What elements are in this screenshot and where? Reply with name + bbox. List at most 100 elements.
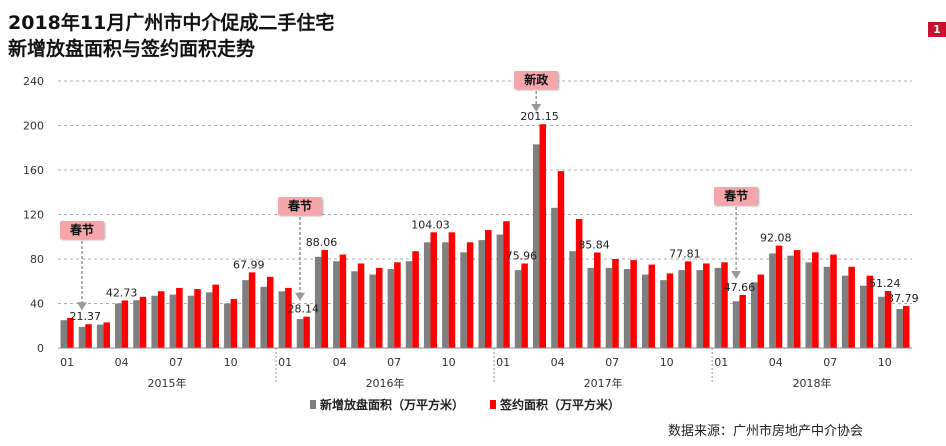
x-tick-label: 01 [60, 356, 74, 369]
data-label: 88.06 [306, 236, 338, 249]
bar-signed [466, 242, 474, 348]
x-tick-label: 10 [224, 356, 238, 369]
bar-signed [157, 291, 165, 348]
bar-signed [230, 299, 238, 348]
legend-label-new-listing: 新增放盘面积（万平方米） [320, 398, 465, 412]
bar-new-listing [405, 261, 413, 348]
legend-swatch-red [490, 400, 497, 409]
bar-new-listing [532, 144, 540, 348]
bar-new-listing [133, 300, 140, 348]
bar-new-listing [496, 234, 504, 348]
callout-arrow-head [76, 302, 87, 311]
callout-label: 新政 [514, 71, 559, 89]
bar-new-listing [96, 324, 104, 348]
data-label: 201.15 [520, 110, 559, 123]
bar-signed [212, 284, 219, 348]
bar-signed [648, 264, 656, 348]
bar-signed [503, 221, 510, 348]
data-label: 104.03 [411, 218, 450, 231]
bar-new-listing [587, 267, 595, 348]
bar-new-listing [151, 295, 158, 348]
bar-new-listing [224, 303, 231, 348]
bar-signed [357, 263, 365, 348]
bar-new-listing [787, 255, 794, 348]
bar-signed [884, 290, 892, 348]
data-label: 42.73 [106, 286, 138, 299]
bar-signed [285, 287, 292, 348]
bar-signed [412, 251, 419, 348]
x-tick-label: 04 [551, 356, 565, 369]
bar-signed [521, 263, 528, 348]
bar-signed [703, 263, 710, 348]
data-label: 85.84 [578, 239, 610, 252]
bar-new-listing [314, 256, 322, 348]
y-tick-label: 120 [23, 209, 44, 222]
bar-signed [448, 232, 456, 348]
bar-signed [793, 250, 801, 348]
bar-signed [266, 276, 274, 348]
year-label: 2016年 [366, 376, 405, 390]
callout-arrow-head [295, 292, 306, 301]
bar-new-listing [333, 261, 340, 348]
data-label: 77.81 [669, 247, 701, 260]
legend-item-new-listing: 新增放盘面积（万平方米） [310, 396, 464, 413]
legend-label-signed: 签约面积（万平方米） [500, 398, 621, 412]
bar-signed [684, 261, 692, 348]
bar-signed [321, 250, 329, 348]
bar-new-listing [460, 252, 467, 348]
data-label: 75.96 [506, 249, 538, 262]
callout-label: 春节 [278, 197, 323, 215]
data-label: 37.79 [887, 292, 919, 305]
bar-new-listing [896, 309, 903, 348]
y-tick-label: 200 [23, 120, 44, 133]
bar-signed [630, 260, 637, 348]
bar-signed [176, 287, 183, 348]
page-number-badge: 1 [928, 22, 946, 37]
bar-new-listing [60, 320, 68, 348]
bar-signed [757, 274, 765, 348]
bar-signed [103, 322, 110, 348]
bar-new-listing [714, 267, 722, 348]
bar-new-listing [823, 266, 831, 348]
bar-signed [866, 275, 874, 348]
bar-signed [557, 171, 565, 348]
data-label: 21.37 [70, 310, 102, 323]
bar-new-listing [841, 275, 849, 348]
bar-signed [575, 218, 583, 348]
bar-new-listing [442, 242, 449, 348]
x-tick-label: 07 [169, 356, 183, 369]
bar-new-listing [696, 270, 704, 348]
year-label: 2017年 [584, 376, 623, 390]
bar-new-listing [387, 269, 395, 348]
bar-new-listing [605, 267, 613, 348]
bar-signed [775, 245, 783, 348]
bar-signed [394, 262, 401, 348]
callout-arrow-head [731, 270, 742, 279]
bar-signed [902, 305, 910, 348]
x-tick-label: 07 [387, 356, 401, 369]
bar-new-listing [660, 280, 667, 348]
bar-signed [721, 262, 728, 348]
bar-signed [194, 289, 201, 348]
bar-new-listing [369, 274, 376, 348]
data-label: 47.66 [724, 281, 756, 294]
x-tick-label: 10 [442, 356, 456, 369]
x-tick-label: 01 [278, 356, 292, 369]
bar-new-listing [732, 301, 740, 348]
bar-new-listing [514, 270, 522, 348]
callout-arrow-head [531, 104, 542, 112]
bar-new-listing [423, 242, 431, 348]
bar-new-listing [187, 295, 195, 348]
bar-signed [339, 254, 347, 348]
y-tick-label: 160 [23, 164, 44, 177]
bar-signed [594, 252, 601, 348]
bar-signed [485, 230, 492, 348]
bar-new-listing [351, 271, 358, 348]
y-tick-label: 80 [30, 253, 44, 266]
data-source-note: 数据来源：广州市房地产中介协会 [668, 424, 864, 439]
x-tick-label: 10 [660, 356, 674, 369]
x-tick-label: 04 [115, 356, 129, 369]
y-tick-label: 240 [23, 75, 44, 88]
callout-label: 春节 [714, 187, 759, 205]
